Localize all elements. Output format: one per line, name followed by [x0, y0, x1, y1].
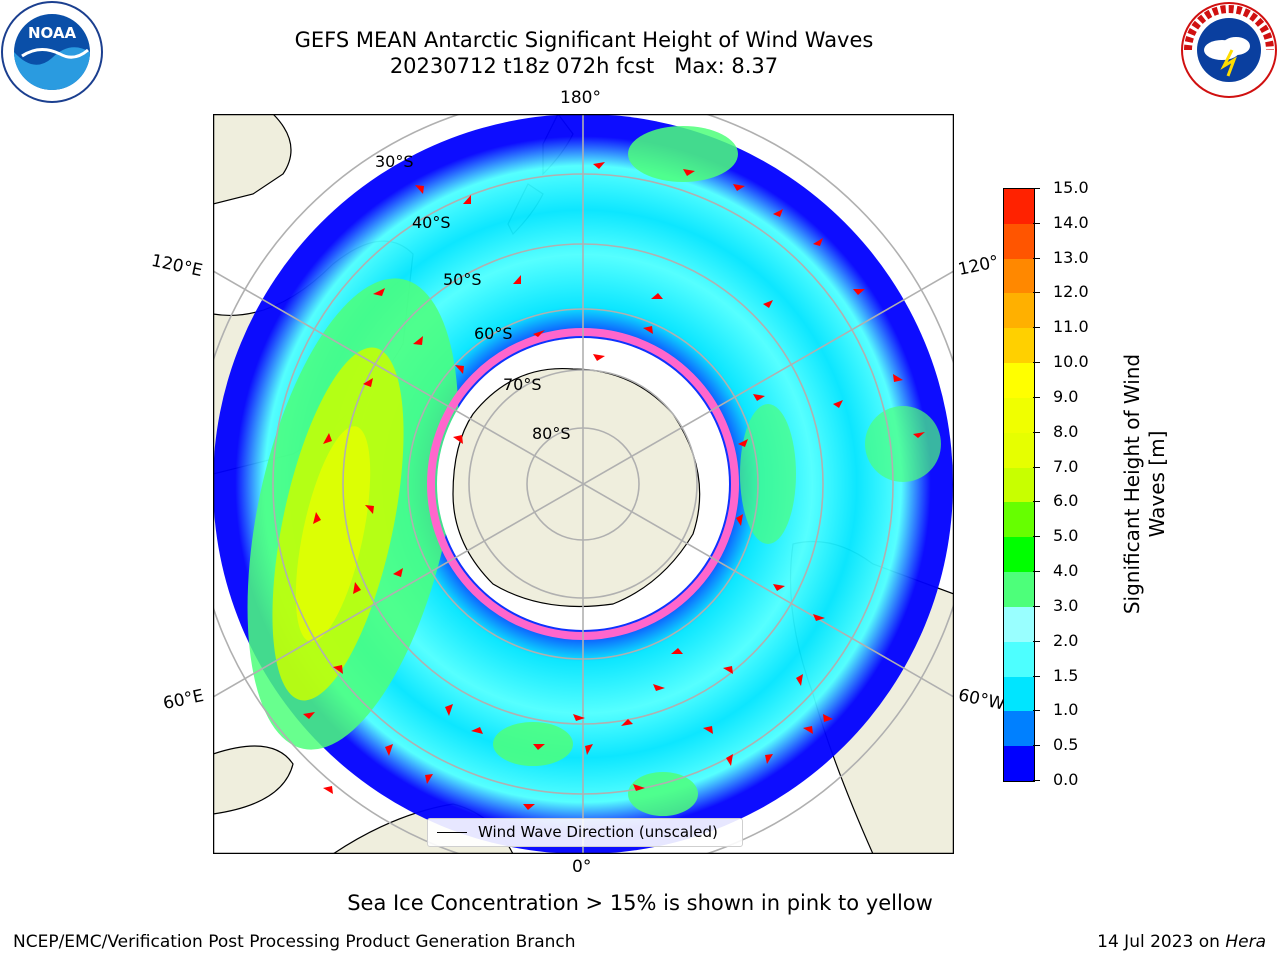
colorbar-tick-mark — [1033, 710, 1040, 712]
colorbar-tick-label: 0.5 — [1053, 735, 1079, 755]
legend-line-swatch — [437, 832, 467, 833]
map-panel: Wind Wave Direction (unscaled) — [212, 113, 955, 855]
colorbar-segment — [1004, 363, 1034, 398]
lat-label-60s: 60°S — [474, 324, 513, 343]
lat-label-30s: 30°S — [375, 152, 414, 171]
colorbar-tick-label: 4.0 — [1053, 561, 1079, 581]
footer-date-text: 14 Jul 2023 on — [1097, 932, 1226, 952]
lat-label-80s: 80°S — [532, 424, 571, 443]
colorbar-tick-mark — [1033, 501, 1040, 503]
colorbar-label-line2: Waves [m] — [1145, 430, 1169, 538]
colorbar-segment — [1004, 641, 1034, 677]
colorbar-tick-mark — [1033, 571, 1040, 573]
colorbar-tick-label: 7.0 — [1053, 456, 1079, 476]
colorbar-segment — [1004, 537, 1034, 573]
colorbar-tick-mark — [1033, 362, 1040, 364]
colorbar-tick-mark — [1033, 396, 1040, 398]
colorbar-tick-label: 5.0 — [1053, 526, 1079, 546]
colorbar-tick-mark — [1033, 327, 1040, 329]
svg-text:NOAA: NOAA — [28, 24, 77, 42]
colorbar-tick-mark — [1033, 640, 1040, 642]
colorbar-tick-mark — [1033, 257, 1040, 259]
footer-producer: NCEP/EMC/Verification Post Processing Pr… — [13, 932, 576, 952]
colorbar-segment — [1004, 711, 1034, 747]
noaa-logo-icon: NOAA — [0, 0, 104, 104]
national-weather-service-logo-icon — [1178, 0, 1280, 100]
colorbar-segment — [1004, 746, 1034, 781]
colorbar-segment — [1004, 328, 1034, 364]
colorbar-segment — [1004, 189, 1034, 224]
colorbar-tick-label: 1.5 — [1053, 665, 1079, 685]
colorbar-tick-mark — [1033, 605, 1040, 607]
colorbar-segment — [1004, 223, 1034, 259]
colorbar-tick-label: 0.0 — [1053, 770, 1079, 789]
colorbar-tick-label: 12.0 — [1053, 282, 1089, 302]
colorbar-segment — [1004, 293, 1034, 329]
colorbar-segment — [1004, 572, 1034, 607]
lon-label-lower-right: 60°W — [956, 685, 1007, 715]
lon-label-upper-right: 120° — [956, 251, 1001, 281]
colorbar-label-line1: Significant Height of Wind — [1120, 353, 1144, 615]
lon-label-lower-left: 60°E — [161, 685, 206, 715]
sea-ice-note: Sea Ice Concentration > 15% is shown in … — [347, 891, 933, 915]
colorbar-segment — [1004, 258, 1034, 294]
colorbar-tick-label: 2.0 — [1053, 630, 1079, 650]
colorbar-segment — [1004, 606, 1034, 642]
colorbar-tick-mark — [1033, 431, 1040, 433]
lat-label-50s: 50°S — [443, 270, 482, 289]
colorbar-tick-label: 15.0 — [1053, 178, 1089, 197]
colorbar-segment — [1004, 397, 1034, 433]
legend-label: Wind Wave Direction (unscaled) — [478, 823, 718, 841]
chart-subtitle: 20230712 t18z 072h fcst Max: 8.37 — [389, 54, 779, 78]
colorbar-segment — [1004, 467, 1034, 503]
land-madagascar — [213, 745, 294, 815]
colorbar-tick-label: 3.0 — [1053, 595, 1079, 615]
colorbar-tick-mark — [1033, 675, 1040, 677]
colorbar-tick-label: 6.0 — [1053, 491, 1079, 511]
graticule — [213, 114, 954, 854]
colorbar-tick-label: 10.0 — [1053, 352, 1089, 372]
map-legend: Wind Wave Direction (unscaled) — [427, 818, 743, 847]
chart-title: GEFS MEAN Antarctic Significant Height o… — [294, 28, 874, 52]
lon-label-upper-left: 120°E — [149, 250, 205, 282]
colorbar-segment — [1004, 676, 1034, 712]
colorbar-tick-label: 1.0 — [1053, 700, 1079, 720]
colorbar-tick-mark — [1033, 466, 1040, 468]
lon-label-bottom: 0° — [572, 857, 592, 877]
colorbar-tick-label: 14.0 — [1053, 212, 1089, 232]
colorbar-segment — [1004, 502, 1034, 538]
colorbar — [1003, 188, 1035, 782]
colorbar-tick-mark — [1033, 188, 1040, 189]
colorbar-tick-label: 13.0 — [1053, 247, 1089, 267]
colorbar-tick-label: 8.0 — [1053, 421, 1079, 441]
lat-label-40s: 40°S — [412, 213, 451, 232]
colorbar-tick-label: 11.0 — [1053, 317, 1089, 337]
colorbar-tick-mark — [1033, 780, 1040, 781]
wind-direction-arrows — [303, 162, 925, 810]
colorbar-tick-mark — [1033, 292, 1040, 294]
colorbar-tick-label: 9.0 — [1053, 386, 1079, 406]
polar-map — [212, 113, 955, 855]
lon-label-top: 180° — [560, 88, 601, 108]
colorbar-tick-mark — [1033, 745, 1040, 747]
colorbar-tick-mark — [1033, 222, 1040, 224]
lat-label-70s: 70°S — [503, 375, 542, 394]
colorbar-tick-mark — [1033, 536, 1040, 538]
colorbar-segment — [1004, 432, 1034, 468]
footer-date: 14 Jul 2023 on Hera — [1097, 932, 1266, 952]
colorbar-label: Significant Height of Wind Waves [m] — [1120, 354, 1170, 614]
footer-host: Hera — [1225, 932, 1266, 952]
land-africa-east — [213, 114, 292, 205]
